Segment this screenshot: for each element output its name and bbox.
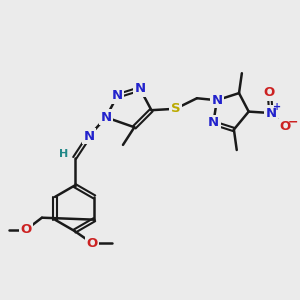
Text: N: N	[208, 116, 219, 130]
Text: H: H	[59, 149, 68, 159]
Text: N: N	[134, 82, 146, 95]
Text: +: +	[273, 102, 281, 112]
Text: −: −	[287, 116, 298, 129]
Text: N: N	[211, 94, 222, 107]
Text: N: N	[100, 111, 112, 124]
Text: O: O	[279, 120, 290, 133]
Text: O: O	[87, 237, 98, 250]
Text: N: N	[112, 89, 123, 103]
Text: O: O	[264, 86, 275, 99]
Text: N: N	[265, 106, 276, 119]
Text: O: O	[21, 223, 32, 236]
Text: S: S	[171, 102, 180, 115]
Text: N: N	[83, 130, 94, 143]
